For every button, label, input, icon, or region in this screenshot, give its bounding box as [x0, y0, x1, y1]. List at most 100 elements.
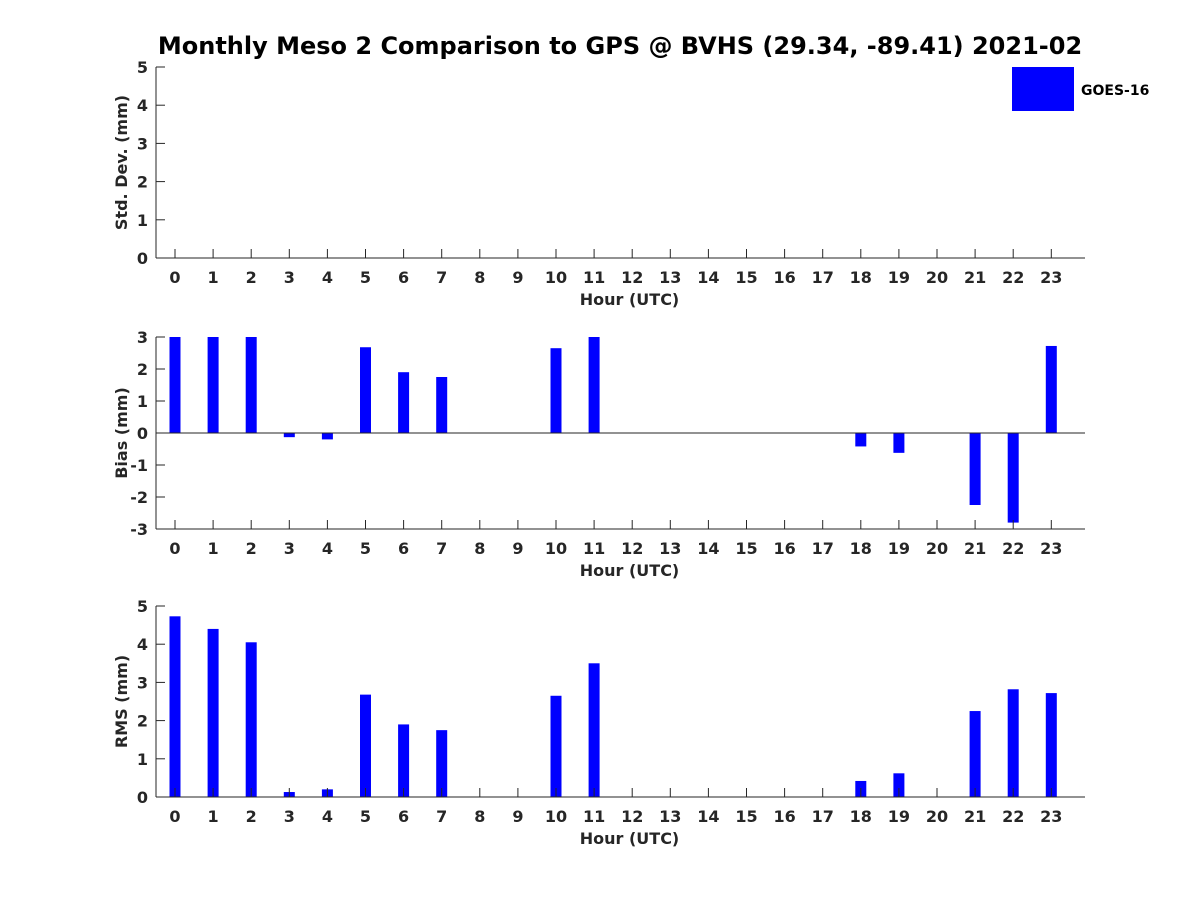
std-x-tick-label: 1 — [208, 268, 219, 287]
rms-x-tick-label: 4 — [322, 807, 333, 826]
rms-bar-hour-23 — [1045, 693, 1057, 797]
std-x-tick-label: 21 — [964, 268, 986, 287]
rms-x-tick-label: 14 — [697, 807, 719, 826]
std-x-tick-label: 9 — [512, 268, 523, 287]
rms-x-tick-label: 8 — [474, 807, 485, 826]
legend-swatch-goes-16 — [1012, 67, 1074, 111]
std-x-axis-label: Hour (UTC) — [580, 290, 680, 309]
bias-x-tick-label: 18 — [850, 539, 872, 558]
std-x-tick-label: 0 — [169, 268, 180, 287]
bias-x-tick-label: 7 — [436, 539, 447, 558]
bias-y-tick-label: 1 — [137, 392, 148, 411]
rms-x-tick-label: 10 — [545, 807, 567, 826]
rms-bar-hour-1 — [207, 628, 219, 797]
rms-bar-hour-0 — [169, 616, 181, 797]
bias-bar-hour-4 — [321, 433, 333, 440]
rms-bar-hour-5 — [360, 694, 371, 797]
bias-bar-hour-11 — [588, 337, 600, 433]
std-x-tick-label: 6 — [398, 268, 409, 287]
rms-x-tick-label: 6 — [398, 807, 409, 826]
std-x-tick-label: 16 — [773, 268, 795, 287]
bias-x-axis-label: Hour (UTC) — [580, 561, 680, 580]
std-y-tick-label: 1 — [137, 211, 148, 230]
bias-x-tick-label: 2 — [246, 539, 257, 558]
bias-y-tick-label: -1 — [130, 456, 148, 475]
rms-bar-hour-10 — [550, 695, 562, 797]
rms-x-tick-label: 15 — [735, 807, 757, 826]
bias-x-tick-label: 4 — [322, 539, 333, 558]
bias-x-tick-label: 13 — [659, 539, 681, 558]
bias-bar-hour-7 — [436, 377, 448, 433]
rms-bar-hour-21 — [969, 711, 981, 797]
bias-x-tick-label: 3 — [284, 539, 295, 558]
rms-x-tick-label: 21 — [964, 807, 986, 826]
rms-bar-hour-7 — [436, 730, 448, 797]
bias-bar-hour-22 — [1007, 433, 1019, 523]
rms-y-tick-label: 3 — [137, 673, 148, 692]
rms-x-tick-label: 23 — [1040, 807, 1062, 826]
rms-x-tick-label: 2 — [246, 807, 257, 826]
rms-y-tick-label: 1 — [137, 750, 148, 769]
bias-bar-hour-23 — [1045, 345, 1057, 433]
bias-x-tick-label: 17 — [812, 539, 834, 558]
bias-bar-hour-2 — [245, 337, 257, 433]
rms-x-tick-label: 19 — [888, 807, 910, 826]
rms-y-axis-label: RMS (mm) — [112, 655, 131, 748]
rms-y-tick-label: 5 — [137, 597, 148, 616]
bias-bar-hour-1 — [207, 337, 219, 433]
std-x-tick-label: 4 — [322, 268, 333, 287]
bias-bar-hour-5 — [360, 347, 371, 433]
std-x-tick-label: 7 — [436, 268, 447, 287]
std-y-tick-label: 5 — [137, 58, 148, 77]
rms-x-tick-label: 22 — [1002, 807, 1024, 826]
rms-x-tick-label: 11 — [583, 807, 605, 826]
std-y-tick-label: 0 — [137, 249, 148, 268]
bias-x-tick-label: 19 — [888, 539, 910, 558]
bias-bar-hour-10 — [550, 348, 562, 433]
bias-bar-hour-21 — [969, 433, 981, 505]
std-x-tick-label: 13 — [659, 268, 681, 287]
std-y-tick-label: 2 — [137, 173, 148, 192]
bias-y-tick-label: -3 — [130, 520, 148, 539]
bias-x-tick-label: 0 — [169, 539, 180, 558]
rms-y-tick-label: 4 — [137, 635, 148, 654]
std-x-tick-label: 17 — [812, 268, 834, 287]
rms-x-tick-label: 20 — [926, 807, 948, 826]
std-x-tick-label: 10 — [545, 268, 567, 287]
bias-x-tick-label: 6 — [398, 539, 409, 558]
rms-bar-hour-11 — [588, 663, 600, 797]
bias-x-tick-label: 14 — [697, 539, 719, 558]
std-y-tick-label: 3 — [137, 134, 148, 153]
std-x-tick-label: 19 — [888, 268, 910, 287]
std-y-tick-label: 4 — [137, 96, 148, 115]
bias-bar-hour-0 — [169, 337, 181, 433]
std-x-tick-label: 3 — [284, 268, 295, 287]
bias-bar-hour-18 — [855, 433, 867, 447]
rms-x-tick-label: 13 — [659, 807, 681, 826]
rms-bar-hour-22 — [1007, 689, 1019, 797]
bias-x-tick-label: 11 — [583, 539, 605, 558]
rms-x-tick-label: 1 — [208, 807, 219, 826]
std-x-tick-label: 18 — [850, 268, 872, 287]
bias-y-tick-label: 3 — [137, 328, 148, 347]
bias-x-tick-label: 9 — [512, 539, 523, 558]
std-x-tick-label: 23 — [1040, 268, 1062, 287]
std-x-tick-label: 15 — [735, 268, 757, 287]
bias-y-tick-label: 0 — [137, 424, 148, 443]
std-x-tick-label: 8 — [474, 268, 485, 287]
rms-x-tick-label: 16 — [773, 807, 795, 826]
std-x-tick-label: 14 — [697, 268, 719, 287]
rms-bar-hour-6 — [398, 724, 410, 797]
bias-x-tick-label: 16 — [773, 539, 795, 558]
bias-x-tick-label: 8 — [474, 539, 485, 558]
std-y-axis-label: Std. Dev. (mm) — [112, 95, 131, 230]
rms-x-tick-label: 5 — [360, 807, 371, 826]
std-x-tick-label: 11 — [583, 268, 605, 287]
rms-x-tick-label: 0 — [169, 807, 180, 826]
bias-x-tick-label: 23 — [1040, 539, 1062, 558]
std-x-tick-label: 2 — [246, 268, 257, 287]
bias-x-tick-label: 15 — [735, 539, 757, 558]
